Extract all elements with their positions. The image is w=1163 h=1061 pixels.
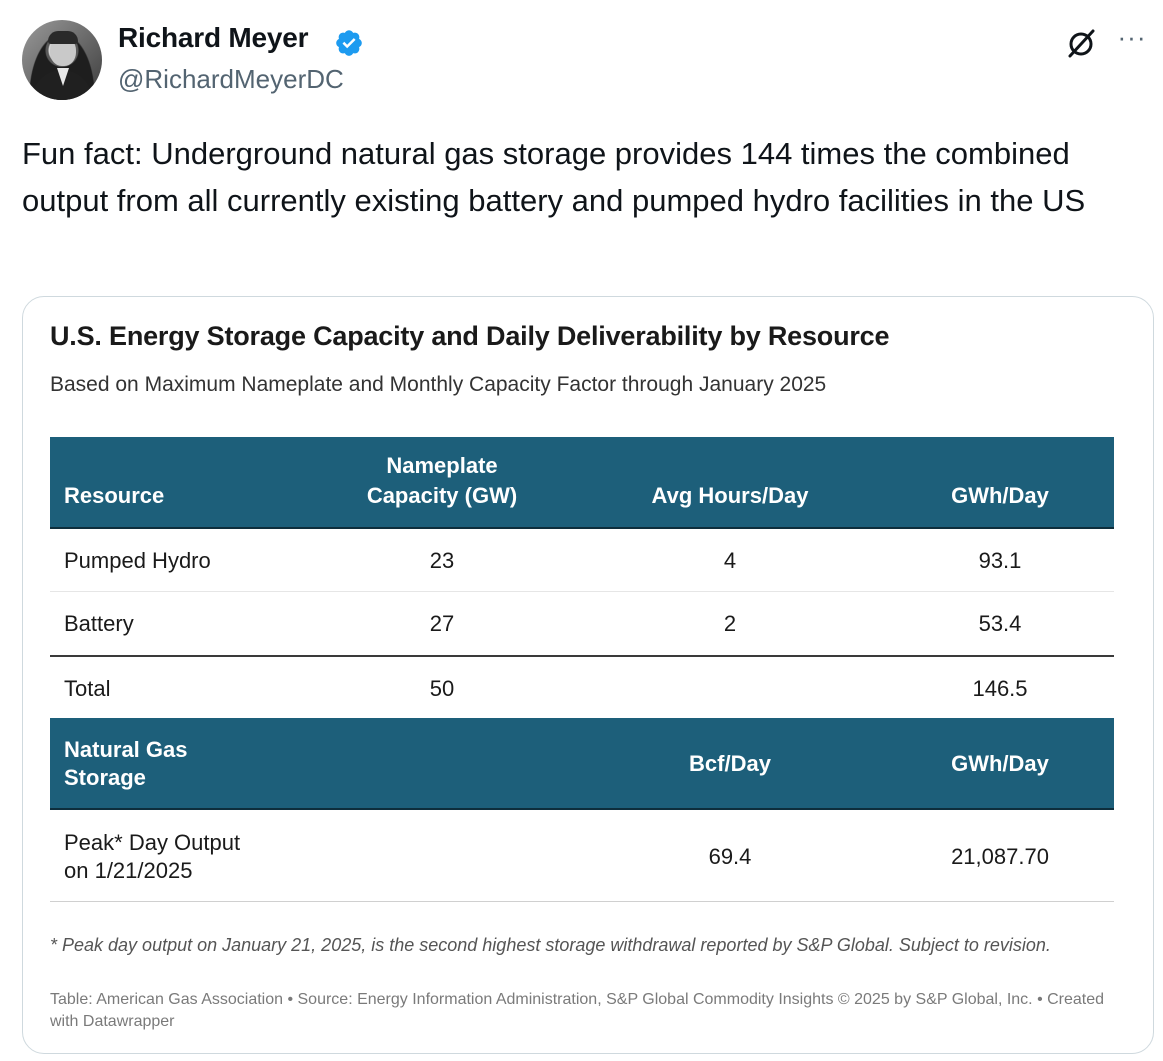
gas-header-line1: Natural Gas xyxy=(64,737,188,762)
chart-title: U.S. Energy Storage Capacity and Daily D… xyxy=(50,321,890,351)
gas-data-row: Peak* Day Output on 1/21/2025 69.4 21,08… xyxy=(50,810,1114,902)
header-gwh: GWh/Day xyxy=(951,483,1049,508)
post-text: Fun fact: Underground natural gas storag… xyxy=(22,136,1086,218)
post-media-image[interactable]: U.S. Energy Storage Capacity and Daily D… xyxy=(22,296,1154,1054)
row-resource: Battery xyxy=(64,611,134,636)
grok-button[interactable] xyxy=(1062,26,1100,60)
row-resource: Pumped Hydro xyxy=(64,548,211,573)
header-hours: Avg Hours/Day xyxy=(651,483,809,508)
grok-icon xyxy=(1068,29,1095,58)
gas-gwh: 21,087.70 xyxy=(951,844,1049,869)
author-handle[interactable]: @RichardMeyerDC xyxy=(118,64,344,94)
table-row: Pumped Hydro 23 4 93.1 xyxy=(50,529,1114,592)
gas-header-bcf: Bcf/Day xyxy=(689,751,771,776)
gas-header-row: Natural Gas Storage Bcf/Day GWh/Day xyxy=(50,718,1114,810)
storage-table: Resource Nameplate Capacity (GW) Avg Hou… xyxy=(50,437,1114,902)
table-total-row: Total 50 146.5 xyxy=(50,655,1114,718)
row-capacity: 23 xyxy=(429,548,455,573)
table-header-row: Resource Nameplate Capacity (GW) Avg Hou… xyxy=(50,437,1114,529)
table-row: Battery 27 2 53.4 xyxy=(50,592,1114,655)
avatar-hair-shape xyxy=(48,31,78,44)
total-label: Total xyxy=(64,676,111,701)
chart-subtitle: Based on Maximum Nameplate and Monthly C… xyxy=(50,373,827,396)
gas-label-line2: on 1/21/2025 xyxy=(64,858,193,883)
row-capacity: 27 xyxy=(429,611,455,636)
header-capacity-line2: Capacity (GW) xyxy=(366,483,518,508)
gas-header-line2: Storage xyxy=(64,765,146,790)
chart-footnote: * Peak day output on January 21, 2025, i… xyxy=(50,935,1051,955)
gas-bcf: 69.4 xyxy=(708,844,752,869)
header-capacity-line1: Nameplate xyxy=(386,453,498,478)
gas-header-gwh: GWh/Day xyxy=(951,751,1049,776)
header-resource: Resource xyxy=(64,483,165,508)
row-hours: 2 xyxy=(723,611,737,636)
more-options-button[interactable]: ··· xyxy=(1117,22,1147,52)
total-gwh: 146.5 xyxy=(972,676,1028,701)
author-display-name[interactable]: Richard Meyer xyxy=(118,22,309,53)
total-capacity: 50 xyxy=(429,676,455,701)
row-hours: 4 xyxy=(723,548,737,573)
chart-source: Table: American Gas Association • Source… xyxy=(50,991,1105,1030)
row-gwh: 93.1 xyxy=(978,548,1022,573)
verified-badge-icon xyxy=(336,30,362,56)
gas-label-line1: Peak* Day Output xyxy=(64,830,241,855)
row-gwh: 53.4 xyxy=(978,611,1022,636)
avatar[interactable] xyxy=(22,20,102,100)
